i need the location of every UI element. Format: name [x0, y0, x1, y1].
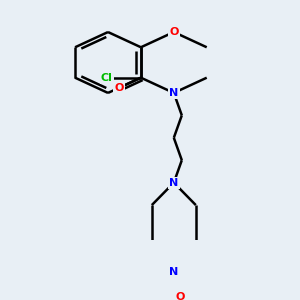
Text: N: N: [169, 88, 178, 98]
Text: N: N: [169, 267, 178, 278]
Text: N: N: [169, 178, 178, 188]
Text: Cl: Cl: [101, 73, 113, 83]
Text: O: O: [115, 83, 124, 93]
Text: O: O: [176, 292, 185, 300]
Text: O: O: [169, 27, 178, 37]
